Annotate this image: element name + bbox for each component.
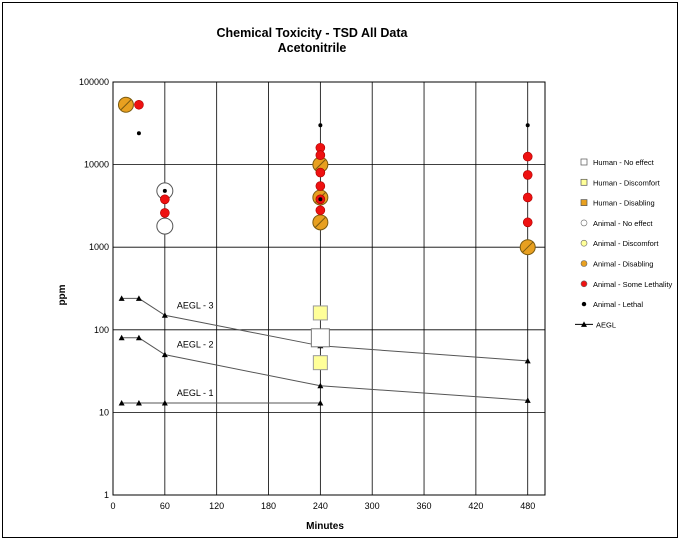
aegl-marker (118, 295, 125, 301)
legend-label: Animal - Lethal (593, 300, 643, 309)
y-axis-label: ppm (57, 284, 68, 305)
x-axis-label: Minutes (306, 521, 344, 532)
legend-label: AEGL (596, 320, 616, 329)
x-tick-label: 60 (160, 501, 170, 511)
legend-marker (580, 219, 588, 227)
legend-marker (580, 158, 588, 166)
x-tick-label: 240 (313, 501, 328, 511)
aegl-marker (317, 382, 324, 389)
point-animal-disabling-hatch (315, 216, 326, 228)
x-tick-label: 480 (520, 501, 535, 511)
point-animal-some-lethality (522, 170, 533, 180)
point-human-discomfort (312, 305, 328, 321)
point-animal-no-effect (156, 217, 174, 235)
y-tick-label: 10 (99, 407, 109, 417)
legend: Human - No effect Human - Discomfort Human… (575, 158, 672, 329)
legend-marker (580, 260, 588, 267)
point-animal-lethal (318, 197, 323, 202)
x-tick-label: 180 (261, 501, 276, 511)
grid (112, 81, 546, 496)
aegl-label: AEGL - 1 (177, 388, 214, 398)
legend-marker (581, 321, 587, 327)
aegl-marker (135, 399, 142, 406)
data-points (117, 96, 536, 371)
aegl-marker (317, 399, 324, 406)
point-animal-some-lethality (315, 205, 326, 216)
point-animal-some-lethality (315, 167, 326, 178)
aegl-marker (118, 334, 125, 341)
tick-labels: 0 60 120 180 240 300 360 420 480 1 10 100 1000 10000 1… (79, 77, 535, 511)
y-tick-label: 100000 (79, 77, 109, 87)
legend-label: Animal - Discomfort (593, 239, 659, 248)
point-animal-lethal (525, 123, 530, 128)
point-animal-disabling-hatch (315, 159, 326, 170)
aegl-marker (161, 351, 168, 358)
legend-marker (580, 199, 588, 206)
x-tick-label: 0 (110, 501, 115, 511)
point-human-no-effect (310, 328, 330, 348)
point-animal-some-lethality (522, 217, 533, 228)
aegl-marker (524, 397, 531, 403)
aegl-marker (135, 295, 142, 301)
aegl-marker (135, 334, 142, 341)
legend-label: Animal - Some Lethality (593, 280, 672, 289)
aegl-label: AEGL - 2 (177, 340, 214, 350)
aegl-marker (118, 399, 125, 406)
y-tick-label: 10000 (84, 160, 109, 170)
legend-marker (580, 178, 588, 186)
point-animal-some-lethality (134, 99, 144, 110)
point-animal-some-lethality (160, 208, 170, 218)
legend-label: Human - Disabling (593, 199, 655, 208)
legend-marker (580, 280, 588, 288)
point-animal-lethal (162, 188, 167, 193)
point-animal-some-lethality (522, 151, 533, 162)
aegl-marker (161, 399, 168, 406)
legend-label: Animal - No effect (593, 219, 653, 228)
legend-marker (581, 301, 587, 307)
point-animal-disabling-hatch (120, 99, 132, 111)
legend-label: Animal - Disabling (593, 260, 653, 269)
point-animal-disabling-hatch (522, 241, 534, 253)
aegl-label: AEGL - 3 (177, 300, 214, 310)
legend-label: Human - No effect (593, 158, 655, 167)
aegl-marker (161, 312, 168, 318)
chart-title: Chemical Toxicity - TSD All Data (216, 26, 408, 40)
legend-marker (580, 239, 588, 247)
chart-subtitle: Acetonitrile (278, 41, 347, 55)
x-tick-label: 300 (365, 501, 380, 511)
y-tick-label: 1000 (89, 242, 109, 252)
aegl-lines: AEGL - 3 AEGL - 2 AEGL - 1 (118, 295, 531, 406)
point-animal-some-lethality (522, 192, 533, 203)
point-animal-lethal (318, 123, 323, 128)
y-tick-label: 100 (94, 325, 109, 335)
point-animal-some-lethality (315, 150, 326, 160)
point-animal-some-lethality (315, 181, 326, 191)
legend-label: Human - Discomfort (593, 178, 661, 187)
aegl-marker (524, 357, 531, 364)
y-tick-label: 1 (104, 490, 109, 500)
point-animal-lethal (136, 131, 141, 136)
plot-border (112, 81, 546, 496)
x-tick-label: 360 (417, 501, 432, 511)
point-animal-some-lethality (160, 194, 170, 205)
x-tick-label: 120 (209, 501, 224, 511)
x-tick-label: 420 (468, 501, 483, 511)
point-human-discomfort (312, 355, 328, 371)
chart-svg: Chemical Toxicity - TSD All Data Acetoni… (57, 26, 672, 532)
